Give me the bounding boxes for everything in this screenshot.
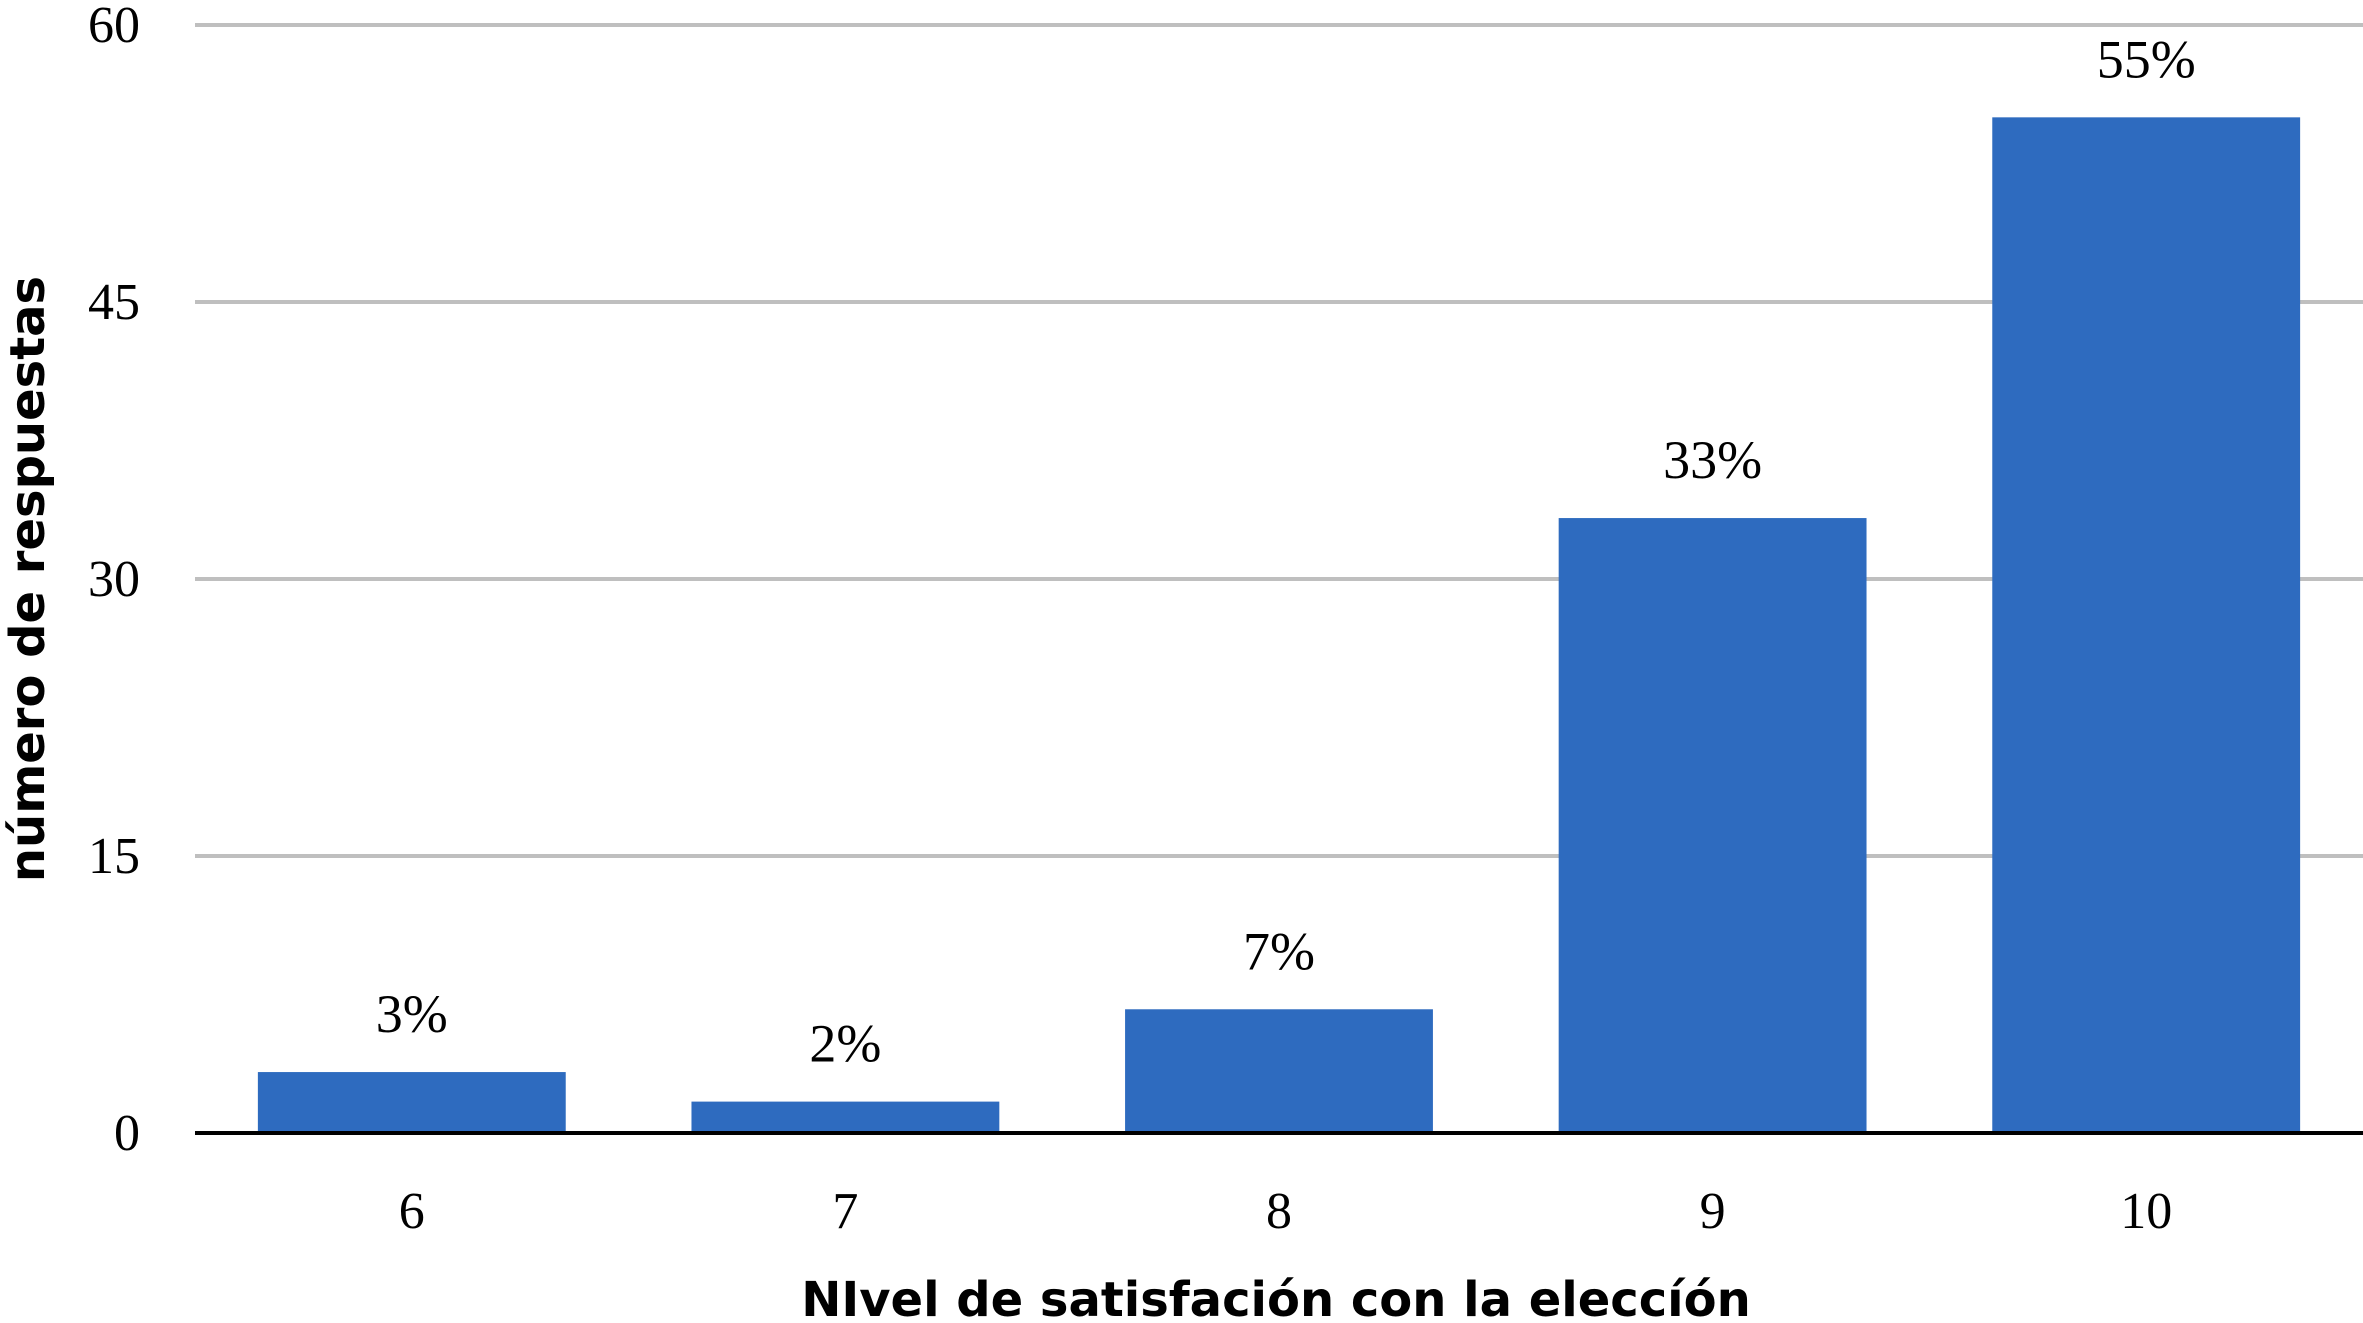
y-tick-label: 30 <box>88 551 140 608</box>
bar <box>1558 518 1867 1133</box>
bar <box>1125 1009 1433 1133</box>
data-label: 7% <box>1243 921 1315 981</box>
data-label: 33% <box>1663 430 1762 490</box>
x-tick-label: 6 <box>399 1183 425 1240</box>
x-tick-label: 10 <box>2120 1183 2172 1240</box>
x-tick-label: 9 <box>1700 1183 1726 1240</box>
x-tick-label: 8 <box>1266 1183 1292 1240</box>
bar <box>691 1101 1000 1133</box>
data-label: 55% <box>2097 29 2196 89</box>
y-tick-label: 60 <box>88 0 140 54</box>
labels: 0 15 30 45 60 3% 6 2% 7 7% 8 33% 9 55% 10 <box>88 0 2196 1240</box>
data-label: 3% <box>376 984 448 1044</box>
bars <box>257 117 2301 1134</box>
y-axis-title: número de respuestas <box>0 276 56 882</box>
y-tick-label: 0 <box>114 1105 140 1162</box>
bar <box>257 1072 566 1133</box>
y-tick-label: 45 <box>88 274 140 331</box>
x-axis-title: NIvel de satisfación con la eleccíón <box>801 1272 1751 1323</box>
bar <box>1992 117 2301 1134</box>
x-tick-label: 7 <box>832 1183 858 1240</box>
y-tick-label: 15 <box>88 828 140 885</box>
data-label: 2% <box>809 1014 881 1074</box>
